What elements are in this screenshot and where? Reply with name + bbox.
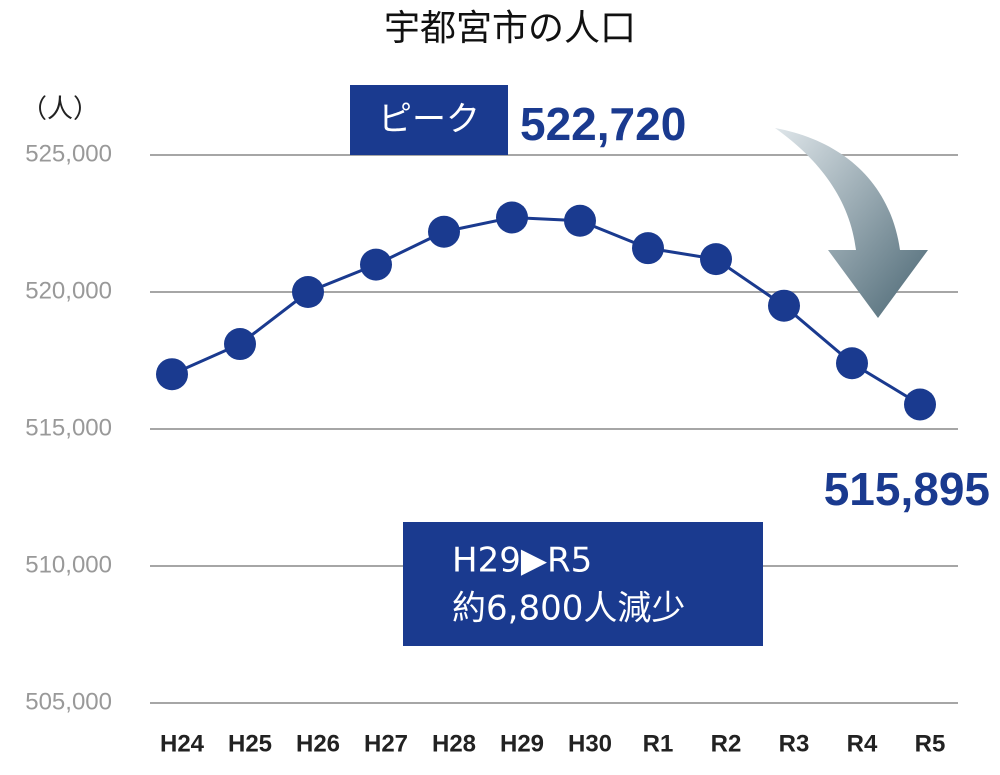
note-line: H29▶R5 bbox=[452, 541, 592, 581]
line bbox=[171, 215, 921, 406]
x-tick-label: H29 bbox=[500, 730, 544, 757]
x-tick-label: R1 bbox=[643, 730, 674, 757]
x-tick-label: H30 bbox=[568, 730, 612, 757]
point bbox=[292, 276, 324, 308]
x-tick-label: H28 bbox=[432, 730, 476, 757]
point bbox=[156, 358, 188, 391]
grid bbox=[150, 154, 958, 704]
point bbox=[564, 204, 596, 237]
y-tick-label: 520,000 bbox=[25, 277, 112, 304]
y-tick-label: 510,000 bbox=[25, 551, 112, 578]
point bbox=[836, 347, 868, 380]
x-tick-label: H26 bbox=[296, 730, 340, 757]
peak-value: 522,720 bbox=[520, 98, 686, 150]
x-tick-label: H25 bbox=[228, 730, 272, 757]
point bbox=[700, 243, 732, 276]
x-tick-label: R5 bbox=[915, 730, 946, 757]
last-value: 515,895 bbox=[824, 463, 990, 515]
chart-title: 宇都宮市の人口 bbox=[384, 8, 636, 49]
peak-tag: ピーク bbox=[378, 100, 480, 140]
note-line: 約6,800人減少 bbox=[452, 589, 685, 629]
down-arrow bbox=[775, 128, 928, 318]
y-tick-label: 505,000 bbox=[25, 688, 112, 715]
y-tick-label: 525,000 bbox=[25, 140, 112, 167]
y-axis-label: （人） bbox=[21, 95, 99, 125]
point bbox=[428, 215, 460, 248]
point bbox=[360, 248, 392, 281]
note-box bbox=[403, 522, 763, 646]
point bbox=[224, 328, 256, 361]
point bbox=[496, 201, 528, 234]
point bbox=[768, 289, 800, 322]
x-tick-label: R3 bbox=[779, 730, 810, 757]
x-tick-label: H27 bbox=[364, 730, 408, 757]
x-tick-label: H24 bbox=[160, 730, 205, 757]
point bbox=[632, 232, 664, 265]
x-tick-label: R4 bbox=[847, 730, 878, 757]
point bbox=[904, 388, 936, 421]
peak-tag-box bbox=[350, 85, 508, 155]
x-tick-label: R2 bbox=[711, 730, 742, 757]
y-tick-label: 515,000 bbox=[25, 414, 112, 441]
